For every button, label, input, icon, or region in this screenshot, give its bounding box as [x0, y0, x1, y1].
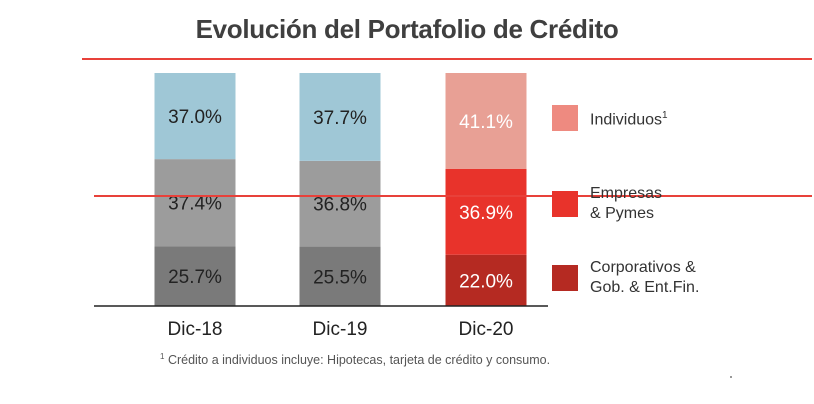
legend-item-individuos: Individuos1	[552, 105, 668, 131]
legend-label-empresas-pymes: Empresas & Pymes	[590, 185, 663, 222]
data-label: 25.7%	[168, 267, 222, 288]
legend-swatch-empresas-pymes	[552, 191, 578, 217]
data-label: 37.7%	[313, 108, 367, 129]
legend-swatch-corporativos	[552, 265, 578, 291]
data-label: 41.1%	[459, 112, 513, 133]
data-label: 36.8%	[313, 195, 367, 216]
data-label: 37.4%	[168, 194, 222, 215]
legend-label-individuos: Individuos1	[590, 109, 668, 129]
bar-segment	[299, 246, 381, 306]
legend-item-corporativos: Corporativos & Gob. & Ent.Fin.	[552, 258, 699, 298]
bar-segment	[299, 73, 381, 161]
legend-label-corporativos: Corporativos & Gob. & Ent.Fin.	[590, 259, 700, 296]
data-label: 22.0%	[459, 271, 513, 292]
x-tick-label: Dic-20	[459, 319, 514, 340]
bar-segment	[154, 246, 236, 306]
x-tick-label: Dic-19	[313, 319, 368, 340]
bar-segment	[445, 73, 527, 169]
bar-segment	[299, 160, 381, 247]
chart-title: Evolución del Portafolio de Crédito	[195, 14, 619, 44]
data-label: 36.9%	[459, 203, 513, 224]
bar-segment	[154, 73, 236, 160]
legend-item-empresas-pymes: Empresas & Pymes	[552, 184, 662, 224]
data-label: 37.0%	[168, 107, 222, 128]
footnote: 1 Crédito a individuos incluye: Hipoteca…	[160, 352, 551, 368]
bar-segment	[445, 254, 527, 306]
decorative-dot	[730, 376, 732, 378]
legend-swatch-individuos	[552, 105, 578, 131]
bar-segment	[154, 159, 236, 247]
data-label: 25.5%	[313, 267, 367, 288]
title-underline	[82, 58, 812, 60]
bar-segment	[445, 168, 527, 255]
x-tick-label: Dic-18	[168, 319, 223, 340]
